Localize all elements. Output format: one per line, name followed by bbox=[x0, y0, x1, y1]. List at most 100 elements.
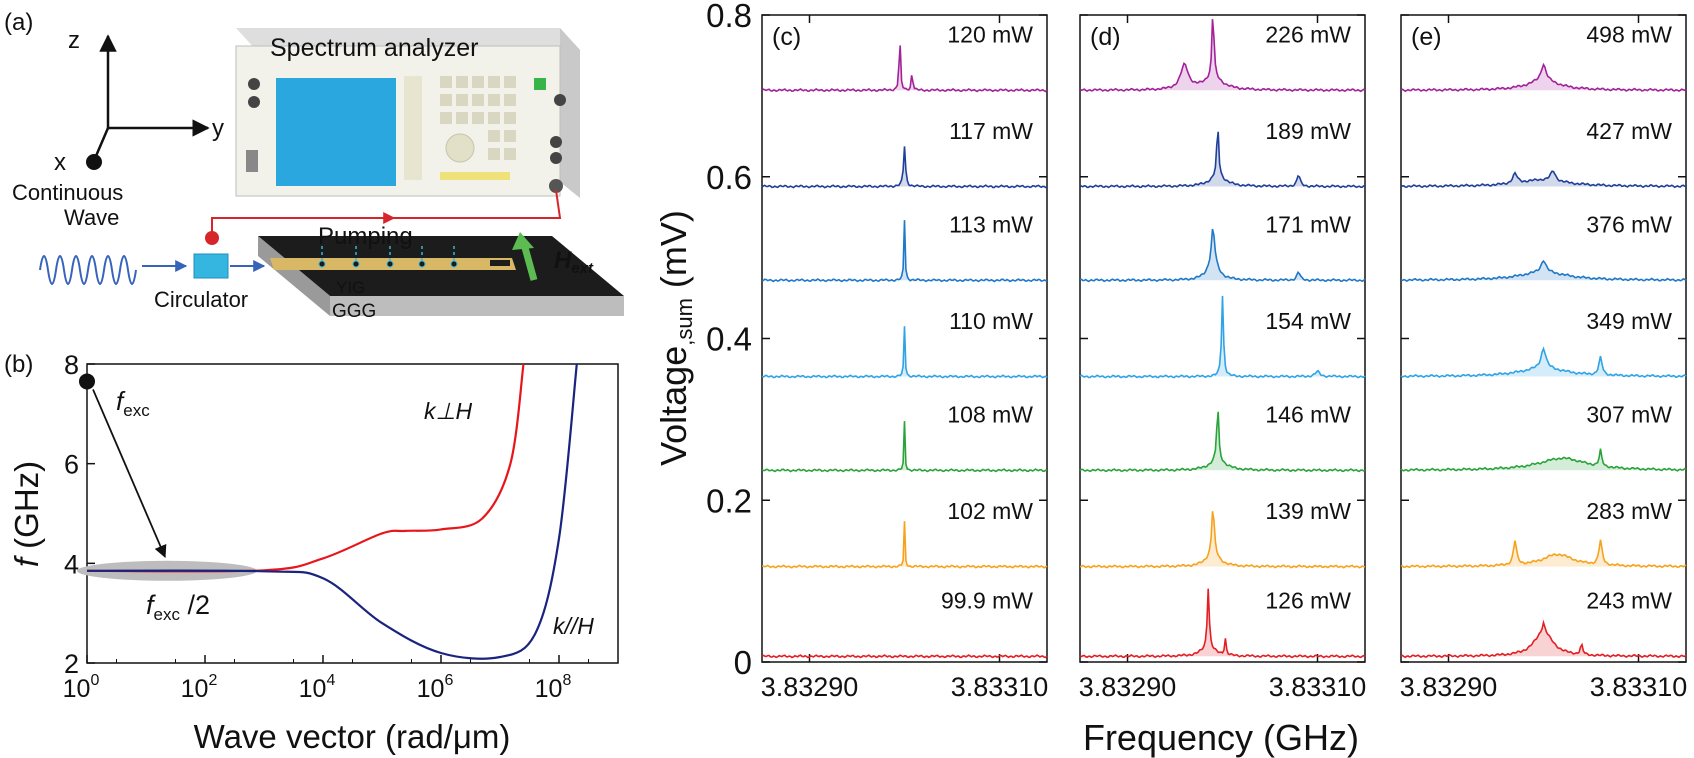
source-label-line2: Wave bbox=[64, 205, 119, 230]
dispersion-x-ticks: 100 102 104 106 108 bbox=[63, 655, 589, 703]
analyzer-switch bbox=[246, 150, 258, 172]
analyzer-keypad bbox=[440, 76, 516, 160]
power-label: 139 mW bbox=[1265, 498, 1351, 524]
spectrum-fill bbox=[1401, 622, 1686, 658]
power-label: 189 mW bbox=[1265, 118, 1351, 144]
spectrum-trace bbox=[1079, 228, 1366, 283]
circulator-label: Circulator bbox=[154, 287, 248, 312]
dispersion-curve bbox=[86, 363, 525, 573]
power-label: 349 mW bbox=[1586, 308, 1672, 334]
power-label: 146 mW bbox=[1265, 402, 1351, 428]
x-tick-label: 3.83310 bbox=[1590, 672, 1688, 702]
field-arrow bbox=[520, 243, 538, 281]
power-label: 226 mW bbox=[1265, 22, 1351, 48]
x-tick-label: 3.83290 bbox=[761, 672, 859, 702]
spectrum-trace bbox=[761, 45, 1048, 93]
halving-arrow bbox=[92, 389, 167, 558]
curve-label-perpendicular: k⊥H bbox=[424, 398, 473, 424]
analyzer-knob bbox=[554, 94, 566, 106]
pumping-lines bbox=[321, 246, 455, 262]
power-label: 283 mW bbox=[1586, 498, 1672, 524]
spectra-charts: (c) 3.83290 3.83310 0 0.2 0.4 0.6 0.8 99.9 mW 102… bbox=[706, 0, 1687, 702]
power-label: 108 mW bbox=[947, 402, 1033, 428]
analyzer-top bbox=[236, 28, 580, 50]
spectrum-trace bbox=[1079, 295, 1366, 379]
analyzer-label: Spectrum analyzer bbox=[270, 34, 478, 62]
analyzer-screen bbox=[276, 78, 396, 186]
x-tick-label: 100 bbox=[63, 672, 100, 703]
spectrum-panel: (c) 3.83290 3.83310 0 0.2 0.4 0.6 0.8 99.9 mW 102… bbox=[706, 0, 1048, 702]
power-label: 243 mW bbox=[1586, 588, 1672, 614]
y-tick-label: 8 bbox=[64, 350, 79, 380]
ggg-substrate-front bbox=[330, 296, 624, 316]
dispersion-y-ticks: 2 4 6 8 bbox=[64, 350, 95, 679]
circulator-icon bbox=[193, 253, 229, 279]
dispersion-y-label: f (GHz) bbox=[8, 461, 45, 567]
y-tick-label: 6 bbox=[64, 450, 79, 480]
field-label: Hext bbox=[554, 247, 594, 277]
half-frequency-label: fexc /2 bbox=[146, 590, 210, 624]
power-label: 171 mW bbox=[1265, 212, 1351, 238]
y-tick-label: 0.6 bbox=[706, 159, 752, 196]
ggg-label: GGG bbox=[332, 301, 376, 322]
spectrum-fill bbox=[1401, 64, 1686, 92]
spectrum-fill bbox=[1080, 295, 1365, 378]
spectrum-trace bbox=[1079, 588, 1366, 659]
spectrum-analyzer: Spectrum analyzer bbox=[235, 28, 580, 198]
antenna-gap bbox=[490, 260, 510, 266]
x-axis-label: x bbox=[54, 149, 66, 176]
spectrum-panel: (d) 3.83290 3.83310 126 mW 139 mW 146 mW 154 m… bbox=[1079, 14, 1367, 702]
x-axis bbox=[94, 127, 110, 157]
spectrum-trace bbox=[1400, 448, 1687, 472]
dispersion-curves bbox=[86, 363, 578, 660]
spectrum-trace bbox=[1400, 170, 1686, 189]
source-label-line1: Continuous bbox=[12, 180, 123, 205]
analyzer-side bbox=[560, 28, 580, 198]
spectrum-trace bbox=[761, 146, 1048, 189]
analyzer-led bbox=[534, 78, 546, 90]
excitation-label: fexc bbox=[116, 386, 150, 420]
sample: Pumping YIG GGG Hext bbox=[258, 223, 624, 322]
spectrum-fill bbox=[762, 146, 1047, 188]
power-label: 120 mW bbox=[947, 22, 1033, 48]
x-tick-label: 3.83310 bbox=[1269, 672, 1367, 702]
power-label: 376 mW bbox=[1586, 212, 1672, 238]
spectrum-trace bbox=[1400, 619, 1687, 659]
power-label: 498 mW bbox=[1586, 22, 1672, 48]
spectrum-trace bbox=[761, 220, 1048, 283]
spectrum-fill bbox=[1401, 539, 1686, 568]
dispersion-chart: (b) 100 102 104 106 108 2 4 6 8 fexc fexc /2 k⊥… bbox=[4, 350, 619, 755]
setup-schematic: (a) z y x Continuous Wave bbox=[4, 9, 624, 322]
spectrum-trace bbox=[1400, 62, 1687, 93]
y-tick-label: 0.4 bbox=[706, 321, 752, 358]
spectrum-trace bbox=[1079, 411, 1366, 473]
z-axis-label: z bbox=[68, 27, 80, 54]
y-tick-label: 0 bbox=[734, 644, 752, 681]
spectrum-fill bbox=[762, 421, 1047, 472]
spectrum-fill bbox=[1401, 348, 1686, 378]
spectrum-trace bbox=[1079, 19, 1366, 93]
power-label: 99.9 mW bbox=[941, 588, 1033, 614]
analyzer-knob bbox=[550, 152, 562, 164]
power-label: 110 mW bbox=[949, 308, 1033, 334]
analyzer-softkeys bbox=[404, 76, 422, 180]
analyzer-strip bbox=[440, 172, 510, 180]
spectrum-fill bbox=[762, 220, 1047, 282]
x-tick-label: 3.83290 bbox=[1079, 672, 1177, 702]
panel-label-a: (a) bbox=[4, 9, 33, 36]
power-label: 154 mW bbox=[1265, 308, 1351, 334]
panel-label: (d) bbox=[1090, 23, 1121, 51]
power-label: 102 mW bbox=[947, 498, 1033, 524]
power-label: 307 mW bbox=[1586, 402, 1672, 428]
spectrum-trace bbox=[1400, 346, 1687, 379]
power-label: 117 mW bbox=[949, 118, 1033, 144]
panel-label: (e) bbox=[1411, 23, 1442, 51]
pumping-points bbox=[318, 260, 458, 268]
yig-label: YIG bbox=[336, 278, 365, 297]
x-tick-label: 3.83290 bbox=[1400, 672, 1498, 702]
spectrum-panel: (e) 3.83290 3.83310 243 mW 283 mW 307 mW 349 m… bbox=[1400, 14, 1688, 702]
spectrum-fill bbox=[1401, 448, 1686, 471]
x-tick-label: 102 bbox=[181, 672, 218, 703]
analyzer-knob bbox=[248, 78, 260, 90]
pumping-label: Pumping bbox=[318, 223, 413, 250]
